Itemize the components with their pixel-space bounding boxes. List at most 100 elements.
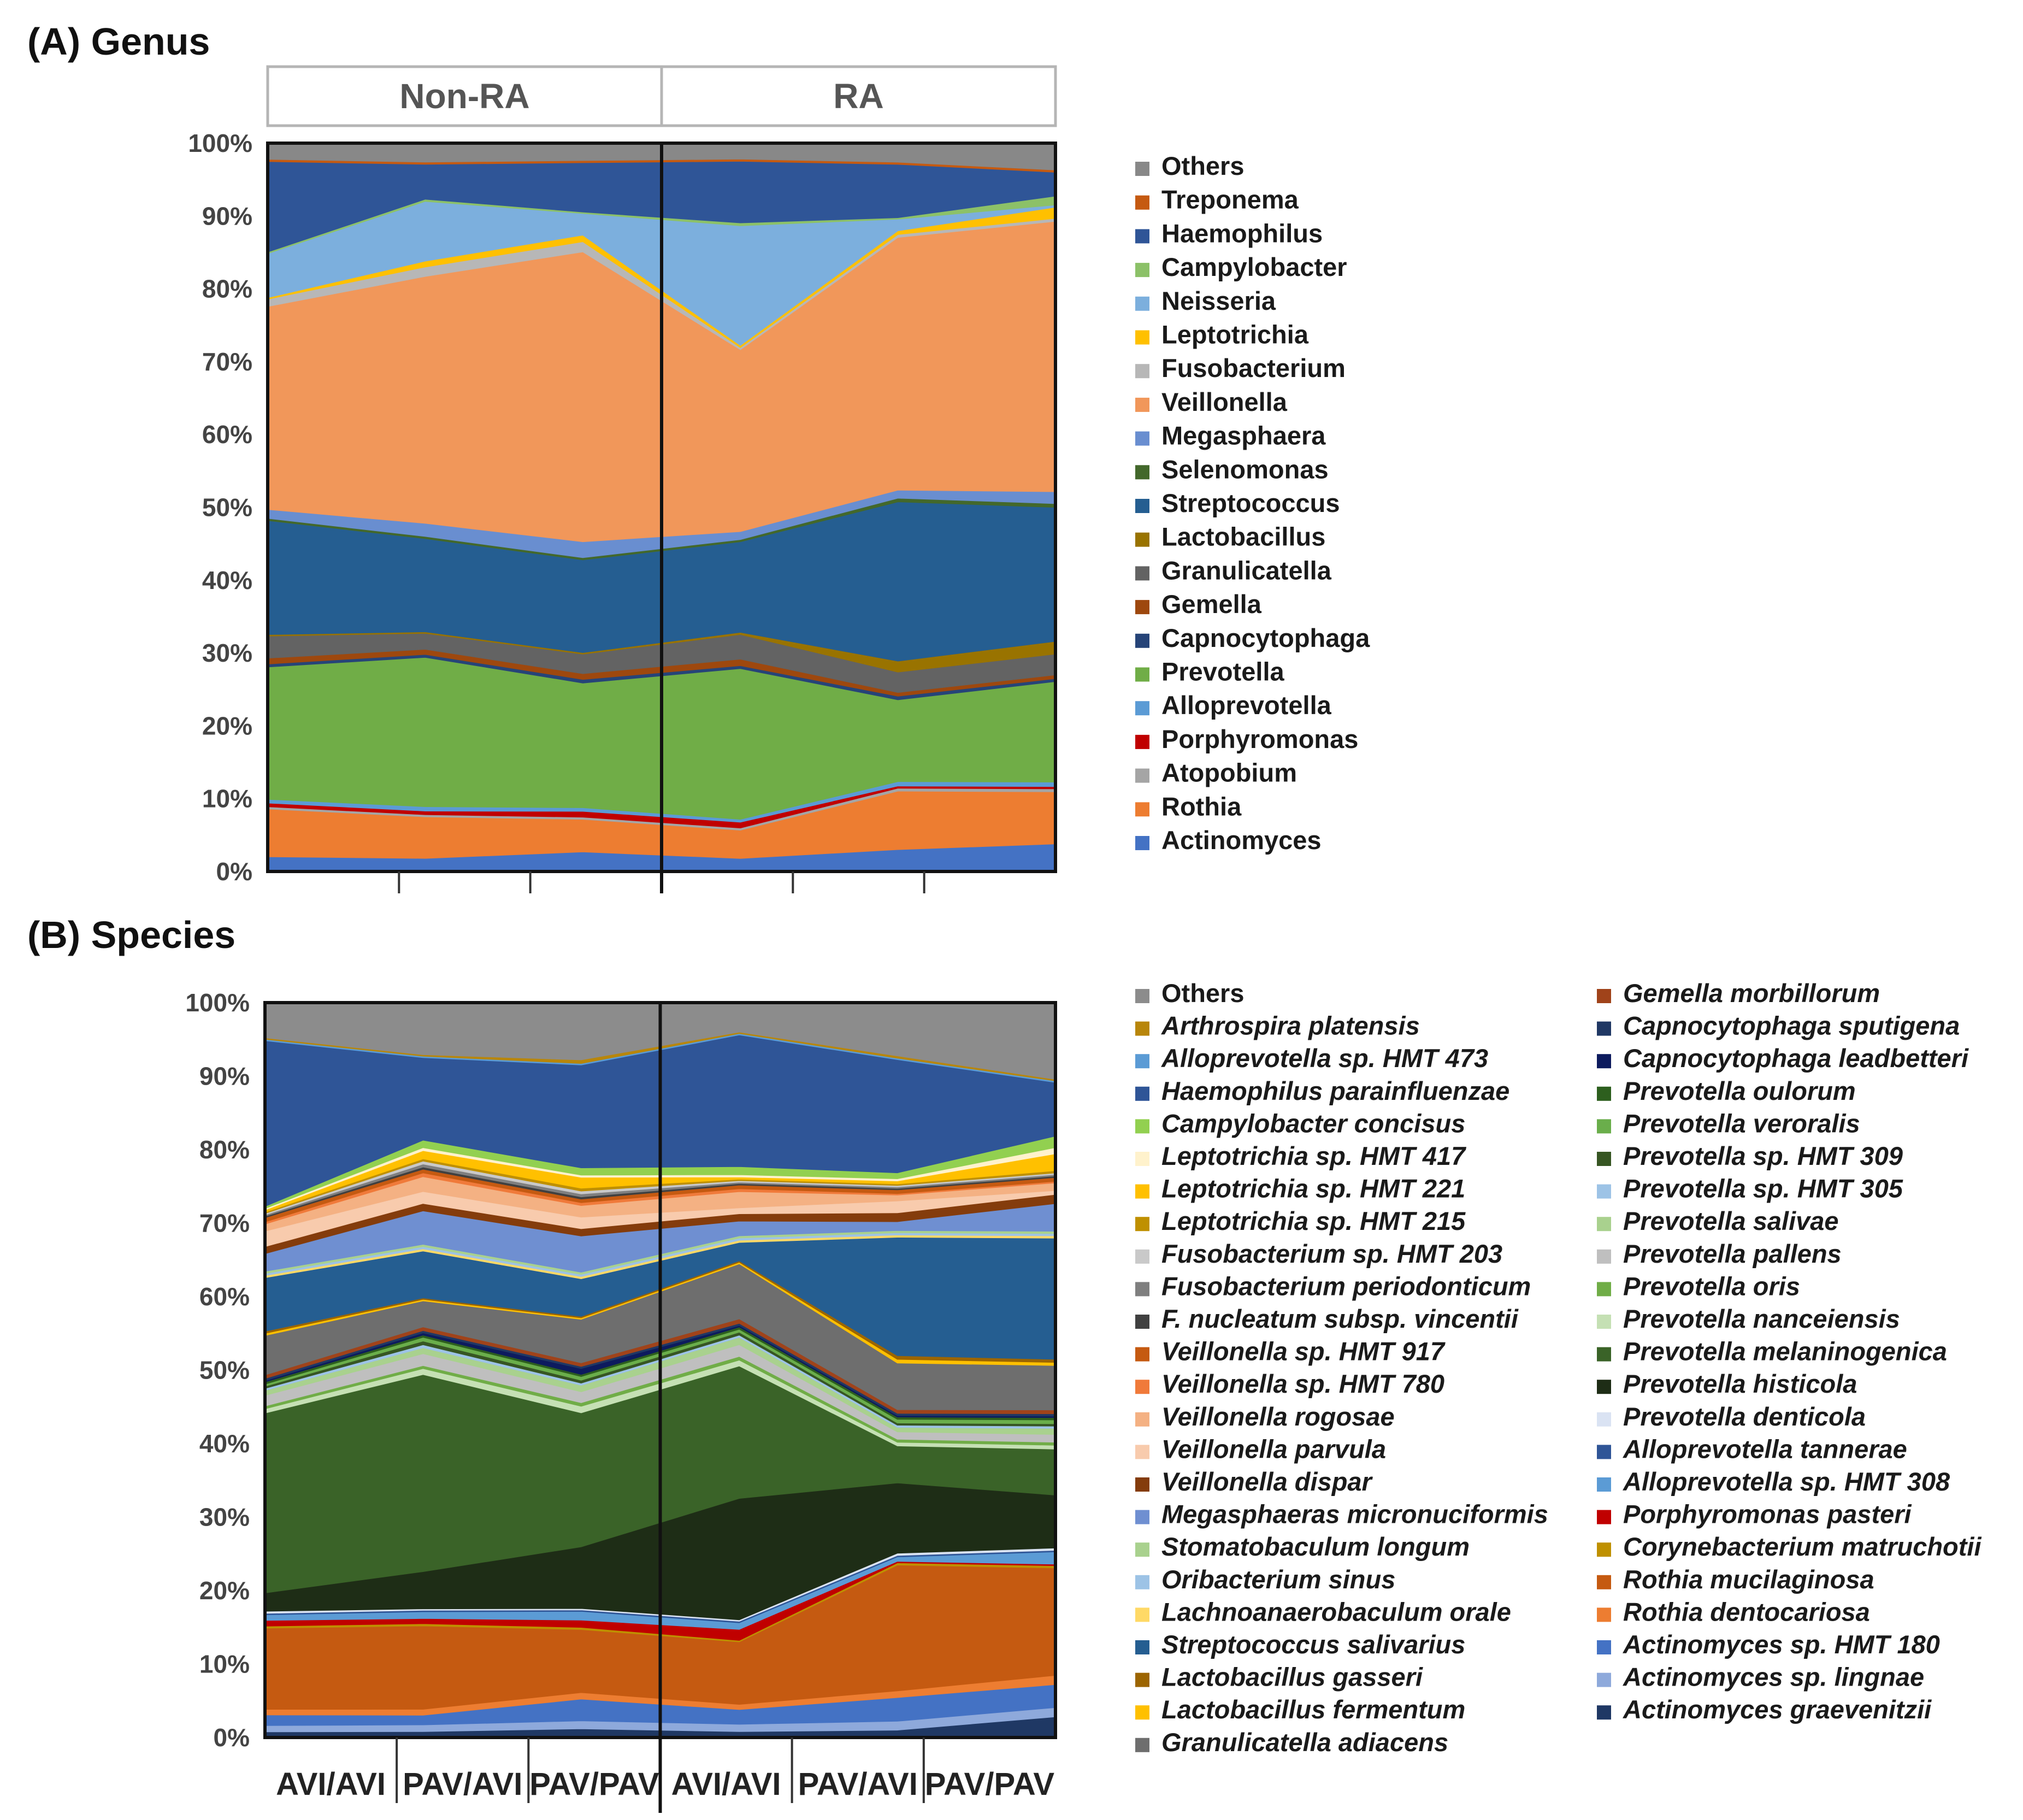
species-legend-label-fusobacterium-sp-hmt-203: Fusobacterium sp. HMT 203 xyxy=(1161,1239,1502,1268)
species-legend-label-streptococcus-salivarius: Streptococcus salivarius xyxy=(1161,1630,1465,1659)
genus-ytick-label: 10% xyxy=(202,785,252,813)
species-legend-label-veillonella-rogosae: Veillonella rogosae xyxy=(1161,1402,1395,1431)
species-legend-swatch-prevotella-sp-hmt-305 xyxy=(1597,1184,1611,1199)
species-legend-label-megasphaeras-micronuciformis: Megasphaeras micronuciformis xyxy=(1161,1500,1548,1529)
species-ytick-label: 100% xyxy=(185,988,250,1017)
genus-legend-label-prevotella: Prevotella xyxy=(1161,657,1285,686)
species-legend-swatch-veillonella-rogosae xyxy=(1135,1412,1149,1427)
species-legend-label-veillonella-sp-hmt-780: Veillonella sp. HMT 780 xyxy=(1161,1369,1444,1398)
species-legend-swatch-oribacterium-sinus xyxy=(1135,1575,1149,1589)
species-legend-swatch-fusobacterium-sp-hmt-203 xyxy=(1135,1249,1149,1264)
species-legend-label-prevotella-melaninogenica: Prevotella melaninogenica xyxy=(1623,1337,1947,1366)
genus-legend-label-alloprevotella: Alloprevotella xyxy=(1161,691,1332,720)
species-legend-label-rothia-dentocariosa: Rothia dentocariosa xyxy=(1623,1597,1870,1626)
species-legend-swatch-alloprevotella-sp-hmt-473 xyxy=(1135,1054,1149,1069)
species-legend-label-alloprevotella-sp-hmt-308: Alloprevotella sp. HMT 308 xyxy=(1623,1467,1950,1496)
species-legend-label-others: Others xyxy=(1161,979,1245,1008)
species-legend-label-actinomyces-sp-lingnae: Actinomyces sp. lingnae xyxy=(1623,1663,1924,1692)
species-legend-label-lachnoanaerobaculum-orale: Lachnoanaerobaculum orale xyxy=(1161,1597,1511,1626)
species-ytick-label: 30% xyxy=(199,1503,250,1532)
species-legend-label-haemophilus-parainfluenzae: Haemophilus parainfluenzae xyxy=(1161,1076,1509,1105)
genus-legend-label-porphyromonas: Porphyromonas xyxy=(1161,725,1358,753)
genus-ytick-label: 100% xyxy=(188,129,252,157)
species-legend-label-gemella-morbillorum: Gemella morbillorum xyxy=(1623,979,1880,1008)
genus-legend-swatch-prevotella xyxy=(1135,667,1149,682)
genus-legend-swatch-atopobium xyxy=(1135,768,1149,783)
species-legend-label-f-nucleatum-subsp-vincentii: F. nucleatum subsp. vincentii xyxy=(1161,1304,1519,1333)
species-legend-swatch-actinomyces-sp-hmt-180 xyxy=(1597,1640,1611,1654)
species-legend-swatch-lactobacillus-gasseri xyxy=(1135,1672,1149,1687)
species-legend-label-capnocytophaga-leadbetteri: Capnocytophaga leadbetteri xyxy=(1623,1044,1969,1073)
genus-legend-swatch-haemophilus xyxy=(1135,229,1149,244)
species-legend-swatch-veillonella-dispar xyxy=(1135,1477,1149,1492)
species-xtick-label: AVI/AVI xyxy=(671,1766,781,1802)
genus-ytick-label: 30% xyxy=(202,639,252,667)
genus-group-header-ra xyxy=(660,65,1057,127)
species-legend-swatch-gemella-morbillorum xyxy=(1597,989,1611,1003)
genus-ytick-label: 80% xyxy=(202,275,252,303)
species-legend-label-prevotella-veroralis: Prevotella veroralis xyxy=(1623,1109,1860,1138)
genus-legend-swatch-megasphaera xyxy=(1135,431,1149,446)
species-xtick-label: AVI/AVI xyxy=(276,1766,386,1802)
species-ytick-label: 80% xyxy=(199,1135,250,1164)
species-legend-label-alloprevotella-sp-hmt-473: Alloprevotella sp. HMT 473 xyxy=(1161,1044,1488,1073)
species-legend-label-capnocytophaga-sputigena: Capnocytophaga sputigena xyxy=(1623,1011,1960,1040)
genus-legend-swatch-others xyxy=(1135,162,1149,176)
species-legend-label-prevotella-nanceiensis: Prevotella nanceiensis xyxy=(1623,1304,1900,1333)
species-legend-label-campylobacter-concisus: Campylobacter concisus xyxy=(1161,1109,1465,1138)
genus-legend-label-fusobacterium: Fusobacterium xyxy=(1161,354,1346,382)
species-ytick-label: 0% xyxy=(214,1723,250,1752)
panel-a-genus-chart: Non-RA RA 0% 10% 20% 30% 40% 50% 60% 70% 80% 90% 100… xyxy=(188,65,1370,893)
genus-legend-label-gemella: Gemella xyxy=(1161,590,1262,619)
species-legend-swatch-megasphaeras-micronuciformis xyxy=(1135,1510,1149,1524)
species-legend-label-lactobacillus-fermentum: Lactobacillus fermentum xyxy=(1161,1695,1465,1724)
species-legend-swatch-leptotrichia-sp-hmt-215 xyxy=(1135,1217,1149,1232)
species-legend-swatch-veillonella-parvula xyxy=(1135,1445,1149,1459)
species-legend-swatch-corynebacterium-matruchotii xyxy=(1597,1542,1611,1557)
genus-legend-label-streptococcus: Streptococcus xyxy=(1161,488,1340,517)
genus-ytick-label: 20% xyxy=(202,711,252,740)
species-legend-label-actinomyces-graevenitzii: Actinomyces graevenitzii xyxy=(1623,1695,1932,1724)
species-legend-swatch-streptococcus-salivarius xyxy=(1135,1640,1149,1654)
genus-legend-swatch-fusobacterium xyxy=(1135,364,1149,379)
panel-b-species-chart: 0% 10% 20% 30% 40% 50% 60% 70% 80% 90% 100% AVI/AVI… xyxy=(185,979,1981,1813)
species-legend-swatch-rothia-mucilaginosa xyxy=(1597,1575,1611,1589)
genus-legend-swatch-rothia xyxy=(1135,802,1149,817)
species-legend-label-oribacterium-sinus: Oribacterium sinus xyxy=(1161,1565,1395,1594)
species-ytick-label: 10% xyxy=(199,1650,250,1678)
genus-legend-swatch-capnocytophaga xyxy=(1135,633,1149,648)
species-legend-label-prevotella-salivae: Prevotella salivae xyxy=(1623,1206,1839,1235)
species-legend-swatch-veillonella-sp-hmt-780 xyxy=(1135,1380,1149,1394)
genus-legend-swatch-veillonella xyxy=(1135,397,1149,412)
species-legend-swatch-prevotella-oulorum xyxy=(1597,1086,1611,1101)
genus-legend-label-veillonella: Veillonella xyxy=(1161,387,1288,416)
species-legend-swatch-granulicatella-adiacens xyxy=(1135,1737,1149,1752)
genus-ytick-label: 50% xyxy=(202,493,252,522)
species-legend-label-prevotella-denticola: Prevotella denticola xyxy=(1623,1402,1866,1431)
species-legend-label-prevotella-sp-hmt-309: Prevotella sp. HMT 309 xyxy=(1623,1141,1903,1170)
genus-ytick-label: 90% xyxy=(202,202,252,230)
species-legend-label-corynebacterium-matruchotii: Corynebacterium matruchotii xyxy=(1623,1532,1981,1561)
species-legend-label-veillonella-parvula: Veillonella parvula xyxy=(1161,1434,1386,1463)
genus-legend-label-haemophilus: Haemophilus xyxy=(1161,219,1323,248)
species-legend-label-prevotella-oris: Prevotella oris xyxy=(1623,1271,1800,1300)
genus-group-header-non-ra xyxy=(266,65,663,127)
species-legend-label-lactobacillus-gasseri: Lactobacillus gasseri xyxy=(1161,1663,1423,1692)
genus-legend-swatch-granulicatella xyxy=(1135,566,1149,581)
species-legend-swatch-f-nucleatum-subsp-vincentii xyxy=(1135,1315,1149,1329)
species-legend-label-prevotella-oulorum: Prevotella oulorum xyxy=(1623,1076,1856,1105)
genus-legend-label-granulicatella: Granulicatella xyxy=(1161,556,1332,585)
species-legend-swatch-lactobacillus-fermentum xyxy=(1135,1705,1149,1720)
species-legend-swatch-campylobacter-concisus xyxy=(1135,1119,1149,1134)
species-ytick-label: 70% xyxy=(199,1209,250,1238)
species-legend-label-leptotrichia-sp-hmt-221: Leptotrichia sp. HMT 221 xyxy=(1161,1174,1465,1203)
species-legend-swatch-prevotella-nanceiensis xyxy=(1597,1315,1611,1329)
genus-ytick-label: 60% xyxy=(202,420,252,449)
genus-legend-swatch-porphyromonas xyxy=(1135,734,1149,749)
species-legend-swatch-actinomyces-sp-lingnae xyxy=(1597,1672,1611,1687)
species-legend-swatch-leptotrichia-sp-hmt-221 xyxy=(1135,1184,1149,1199)
species-ytick-label: 60% xyxy=(199,1282,250,1311)
species-legend-swatch-rothia-dentocariosa xyxy=(1597,1607,1611,1622)
species-ytick-label: 50% xyxy=(199,1356,250,1385)
